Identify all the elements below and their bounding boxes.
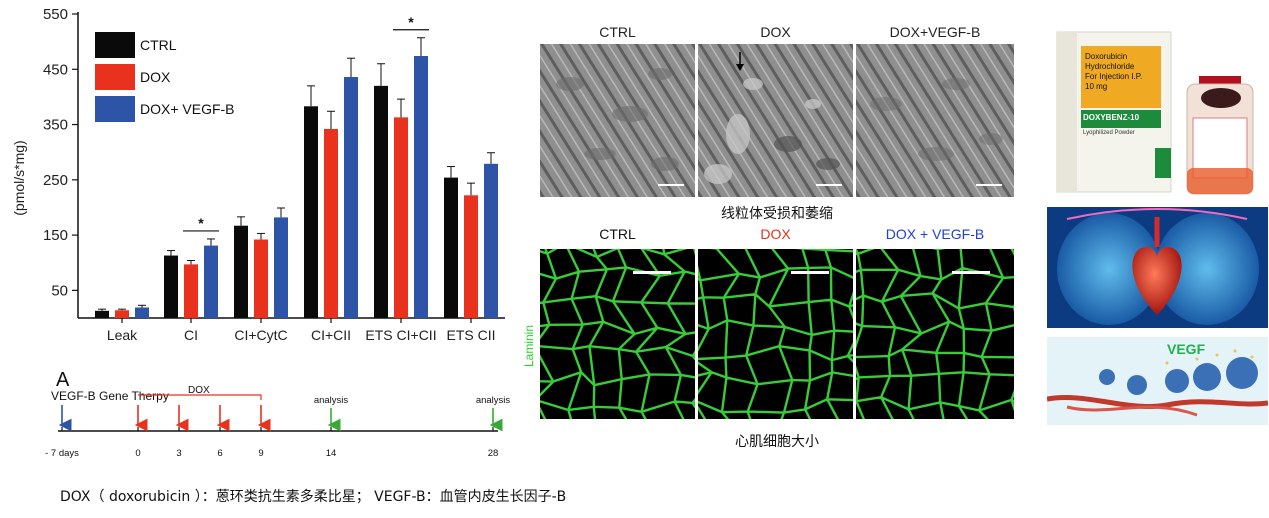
timeline-tick-label: 28 <box>488 448 499 459</box>
em-caption: 线粒体受损和萎缩 <box>721 206 833 222</box>
em-label-dox: DOX <box>760 24 791 40</box>
bar-dox-ci-cytc <box>254 239 268 318</box>
bar-dox-vegf-b-ci-cii <box>344 77 358 318</box>
legend-swatch-0 <box>95 32 135 58</box>
bar-ctrl-leak <box>95 310 109 318</box>
bar-dox-ci <box>184 264 198 318</box>
y-tick-label: 350 <box>43 117 68 134</box>
drug-box-text: Doxorubicin Hydrochloride For Injection … <box>1085 52 1161 92</box>
legend-label-0: CTRL <box>140 37 177 53</box>
em-label-dox-vegfb: DOX+VEGF-B <box>889 24 981 40</box>
bar-dox-ets-cii <box>464 195 478 318</box>
laminin-label-ctrl: CTRL <box>599 226 636 242</box>
bar-ctrl-ci <box>164 255 178 318</box>
em-label-ctrl: CTRL <box>599 24 636 40</box>
legend-label-1: DOX <box>140 69 171 85</box>
chart-legend: CTRL DOX DOX+ VEGF-B <box>95 32 235 122</box>
bar-dox-vegf-b-ci-cytc <box>274 217 288 318</box>
em-image-dox-vegfb <box>856 44 1014 197</box>
analysis-label-1: analysis <box>314 395 349 406</box>
x-tick-label: Leak <box>107 327 138 343</box>
y-tick-label: 50 <box>51 282 68 299</box>
laminin-label-dox: DOX <box>760 226 791 242</box>
drug-line-4: 10 mg <box>1085 82 1108 91</box>
timeline-tick-label: 0 <box>135 448 140 459</box>
heart-illustration <box>1047 207 1268 328</box>
drug-subtitle: Lyophilized Powder <box>1083 130 1135 136</box>
laminin-caption: 心肌细胞大小 <box>735 434 819 450</box>
timeline-tick-label: - 7 days <box>45 448 79 459</box>
y-tick-label: 550 <box>43 6 68 23</box>
bar-dox-vegf-b-ets-cii <box>484 163 498 318</box>
legend-swatch-1 <box>95 64 135 90</box>
laminin-side-label: Laminin <box>522 324 536 367</box>
y-tick-label: 450 <box>43 61 68 78</box>
scale-bar <box>633 271 671 274</box>
timeline-tick-label: 14 <box>326 448 337 459</box>
laminin-image-dox <box>698 249 853 419</box>
bar-dox-ets-ci-cii <box>394 117 408 318</box>
legend-label-2: DOX+ VEGF-B <box>140 101 235 117</box>
bar-ctrl-ci-cii <box>304 106 318 319</box>
significance-star: * <box>198 215 204 231</box>
drug-line-3: For Injection I.P. <box>1085 72 1143 81</box>
y-axis-label: (pmol/s*mg) <box>11 140 27 215</box>
bar-dox-ci-cii <box>324 128 338 318</box>
x-tick-label: ETS CI+CII <box>365 327 436 343</box>
vegf-illustration: VEGF <box>1047 337 1268 425</box>
significance-star: * <box>408 14 414 30</box>
laminin-image-ctrl <box>540 249 695 419</box>
laminin-image-dox-vegfb <box>856 249 1014 419</box>
vegf-label: VEGF <box>1167 341 1206 357</box>
em-image-ctrl <box>540 44 695 197</box>
bar-ctrl-ets-cii <box>444 177 458 318</box>
laminin-label-dox-vegfb: DOX + VEGF-B <box>885 226 985 242</box>
footer-definitions: DOX（ doxorubicin ）：蒽环类抗生素多柔比星； VEGF-B：血管… <box>60 489 567 505</box>
legend-swatch-2 <box>95 96 135 122</box>
y-tick-label: 250 <box>43 172 68 189</box>
dox-label: DOX <box>188 385 210 396</box>
bar-dox-leak <box>115 310 129 318</box>
drug-brand: DOXYBENZ-10 <box>1083 113 1140 122</box>
scale-bar <box>952 271 990 274</box>
x-tick-label: ETS CII <box>446 327 495 343</box>
bar-chart: 50 150 250 350 450 550 Leak CI CI+CytC CI+CII ETS… <box>11 6 505 343</box>
x-tick-label: CI+CytC <box>234 327 287 343</box>
y-tick-label: 150 <box>43 227 68 244</box>
em-labels: CTRL DOX DOX+VEGF-B <box>540 24 1014 42</box>
drug-line-1: Doxorubicin <box>1085 52 1128 61</box>
em-image-dox <box>698 44 853 197</box>
laminin-labels: CTRL DOX DOX + VEGF-B <box>540 226 1014 244</box>
bar-ctrl-ets-ci-cii <box>374 85 388 318</box>
timeline-tick-label: 9 <box>258 448 263 459</box>
x-tick-label: CI+CII <box>311 327 351 343</box>
bar-dox-vegf-b-ci <box>204 245 218 318</box>
x-tick-label: CI <box>184 327 198 343</box>
drug-product-photo: Doxorubicin Hydrochloride For Injection … <box>1047 28 1261 198</box>
drug-line-2: Hydrochloride <box>1085 62 1135 71</box>
timeline-tick-label: 3 <box>176 448 181 459</box>
bar-ctrl-ci-cytc <box>234 225 248 318</box>
bar-dox-vegf-b-ets-ci-cii <box>414 56 428 319</box>
scale-bar <box>791 271 829 274</box>
timeline-tick-label: 6 <box>217 448 222 459</box>
treatment-timeline: A VEGF-B Gene Therpy DOX analysis analys… <box>45 369 511 459</box>
panel-label-a: A <box>56 369 70 391</box>
gene-therapy-label: VEGF-B Gene Therpy <box>51 389 169 403</box>
bar-dox-vegf-b-leak <box>135 307 149 318</box>
dox-bracket <box>138 394 262 400</box>
analysis-label-2: analysis <box>476 395 511 406</box>
